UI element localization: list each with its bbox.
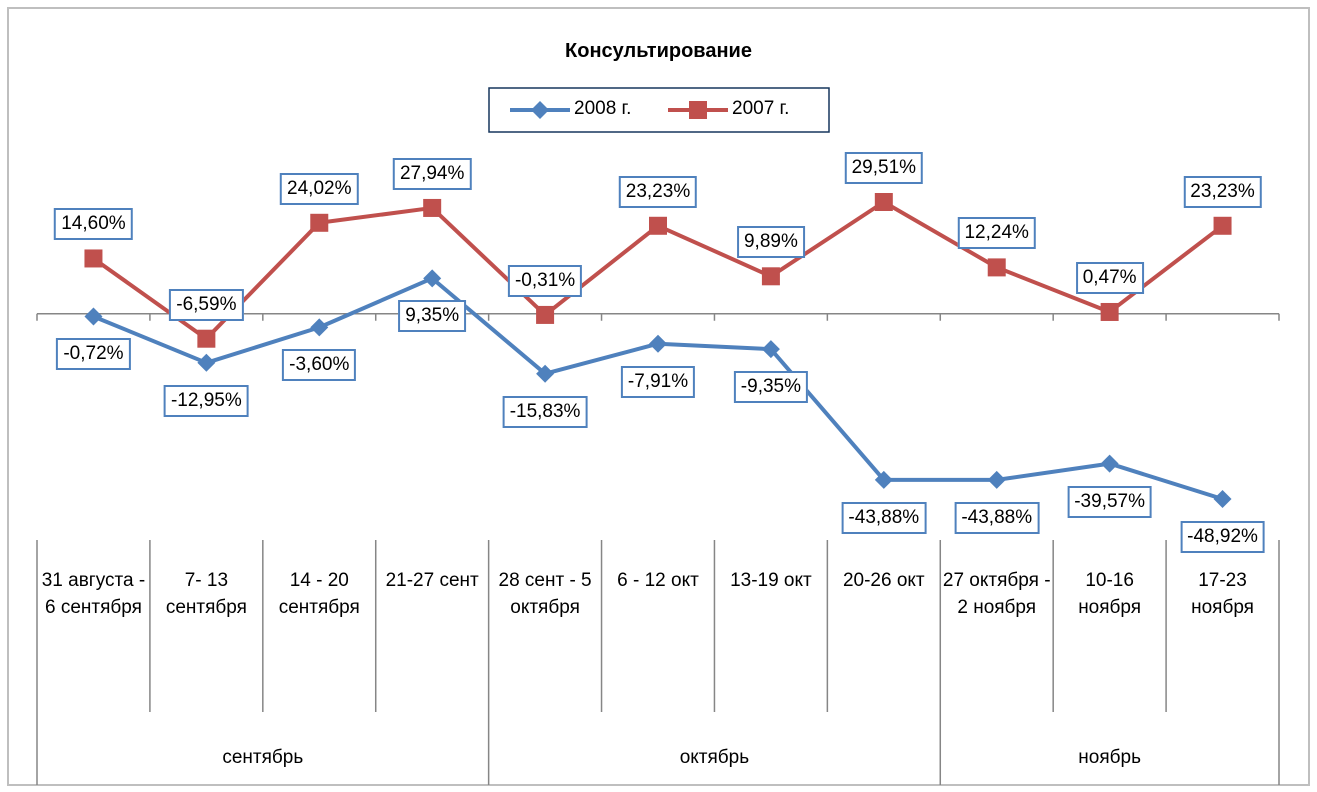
marker bbox=[689, 101, 707, 119]
marker bbox=[536, 305, 555, 324]
data-label: 24,02% bbox=[280, 172, 359, 205]
data-label: -43,88% bbox=[954, 501, 1040, 534]
category-label: 31 августа - 6 сентября bbox=[41, 570, 146, 618]
category-label: 17-23 ноября bbox=[1191, 570, 1254, 618]
marker bbox=[536, 364, 555, 383]
category-label: 7- 13 сентября bbox=[165, 570, 247, 618]
data-label: -6,59% bbox=[169, 288, 244, 321]
marker bbox=[649, 216, 667, 235]
data-label: 0,47% bbox=[1075, 261, 1144, 294]
marker bbox=[310, 213, 329, 232]
chart-title: Консультирование bbox=[565, 40, 752, 62]
marker bbox=[987, 470, 1006, 489]
marker bbox=[1213, 216, 1232, 235]
data-label: 9,35% bbox=[398, 300, 467, 333]
data-label: 29,51% bbox=[844, 152, 924, 184]
data-label: 12,24% bbox=[957, 217, 1036, 250]
marker bbox=[84, 307, 103, 326]
data-label: 23,23% bbox=[618, 175, 698, 208]
data-label: -15,83% bbox=[502, 395, 588, 428]
marker bbox=[761, 340, 780, 359]
legend-label: 2007 г. bbox=[732, 98, 790, 119]
category-label: 13-19 окт bbox=[730, 570, 812, 591]
data-label: -43,88% bbox=[841, 501, 927, 534]
category-label: 14 - 20 сентября bbox=[278, 570, 360, 618]
marker bbox=[531, 101, 549, 119]
marker bbox=[1100, 454, 1119, 473]
data-label: -0,31% bbox=[507, 264, 583, 297]
marker bbox=[310, 318, 329, 337]
group-label: ноябрь bbox=[1078, 747, 1141, 768]
category-label: 6 - 12 окт bbox=[617, 570, 699, 591]
data-label: 14,60% bbox=[54, 208, 133, 241]
marker bbox=[649, 334, 667, 353]
marker bbox=[197, 353, 216, 372]
data-label: 27,94% bbox=[392, 157, 472, 190]
marker bbox=[84, 249, 103, 268]
group-label: сентябрь bbox=[222, 747, 304, 768]
marker bbox=[874, 470, 893, 489]
marker bbox=[423, 269, 442, 288]
data-label: 23,23% bbox=[1183, 175, 1262, 208]
group-label: октябрь bbox=[679, 747, 750, 768]
legend-label: 2008 г. bbox=[574, 98, 632, 119]
data-label: -12,95% bbox=[163, 384, 249, 417]
data-label: -9,35% bbox=[733, 371, 809, 404]
category-label: 27 октября - 2 ноября bbox=[942, 570, 1051, 618]
category-label: 10-16 ноября bbox=[1078, 570, 1142, 618]
data-label: -48,92% bbox=[1180, 521, 1265, 553]
category-label: 21-27 сент bbox=[385, 570, 479, 591]
data-label: -39,57% bbox=[1067, 485, 1153, 518]
marker bbox=[874, 193, 893, 211]
marker bbox=[987, 258, 1006, 277]
data-label: -0,72% bbox=[56, 338, 131, 371]
category-label: 20-26 окт bbox=[842, 570, 925, 591]
marker bbox=[423, 198, 442, 217]
marker bbox=[197, 329, 216, 348]
data-label: -7,91% bbox=[620, 365, 696, 398]
marker bbox=[761, 267, 780, 286]
data-label: 9,89% bbox=[736, 226, 805, 259]
marker bbox=[1213, 490, 1232, 508]
data-label: -3,60% bbox=[282, 349, 357, 382]
category-label: 28 сент - 5 октября bbox=[498, 570, 592, 618]
marker bbox=[1100, 302, 1119, 321]
